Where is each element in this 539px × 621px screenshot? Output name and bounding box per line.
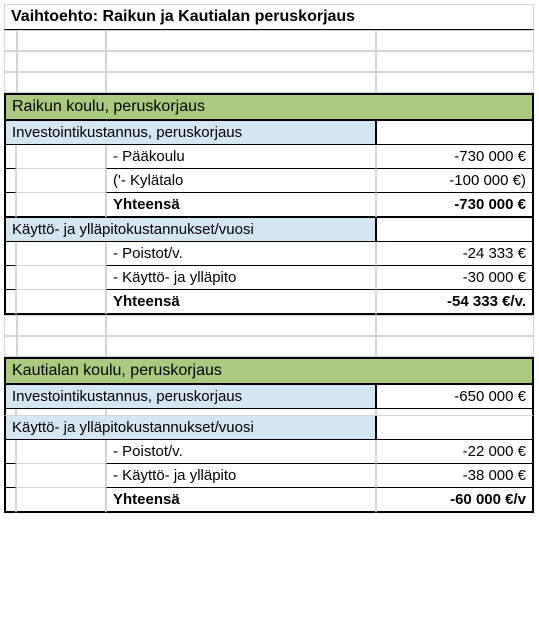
row-spacer [4,488,16,513]
row-label: - Käyttö- ja ylläpito [106,266,376,290]
row-value: -38 000 € [376,464,534,488]
row-spacer [4,169,16,193]
row-spacer [16,488,106,513]
block-heading-value: -650 000 € [376,385,534,409]
blank-cell [376,315,534,336]
row-spacer [4,440,16,464]
block-heading: Investointikustannus, peruskorjaus [4,121,376,145]
row-spacer [16,464,106,488]
row-label: ('- Kylätalo [106,169,376,193]
blank-cell [16,72,106,93]
total-value: -54 333 €/v. [376,290,534,315]
total-label: Yhteensä [106,290,376,315]
blank-cell [16,336,106,357]
blank-cell [106,72,376,93]
row-label: - Poistot/v. [106,440,376,464]
total-value: -60 000 €/v [376,488,534,513]
row-value: -100 000 €) [376,169,534,193]
block-heading: Käyttö- ja ylläpitokustannukset/vuosi [4,218,376,242]
total-label: Yhteensä [106,193,376,218]
blank-cell [106,30,376,51]
row-label: - Pääkoulu [106,145,376,169]
row-spacer [16,193,106,218]
row-value: -30 000 € [376,266,534,290]
row-spacer [16,266,106,290]
row-spacer [4,464,16,488]
row-spacer [16,242,106,266]
row-spacer [16,145,106,169]
blank-cell [16,30,106,51]
row-spacer [4,290,16,315]
row-value: -22 000 € [376,440,534,464]
block-heading: Investointikustannus, peruskorjaus [4,385,376,409]
row-spacer [4,409,16,416]
blank-cell [376,51,534,72]
block-heading-value [376,121,534,145]
blank-cell [106,315,376,336]
row-spacer [16,440,106,464]
row-spacer [16,290,106,315]
block-heading-value [376,218,534,242]
row-label: - Käyttö- ja ylläpito [106,464,376,488]
block-heading: Käyttö- ja ylläpitokustannukset/vuosi [4,416,376,440]
row-label: - Poistot/v. [106,242,376,266]
row-value: -24 333 € [376,242,534,266]
row-spacer [16,409,106,416]
row-spacer [106,409,376,416]
row-spacer [4,145,16,169]
blank-cell [376,336,534,357]
row-spacer [4,266,16,290]
row-spacer [4,242,16,266]
blank-cell [16,51,106,72]
blank-cell [106,336,376,357]
row-spacer [16,169,106,193]
section-title: Kautialan koulu, peruskorjaus [4,357,534,385]
blank-cell [376,30,534,51]
spreadsheet: Vaihtoehto: Raikun ja Kautialan peruskor… [4,4,534,513]
blank-cell [376,72,534,93]
row-value: -730 000 € [376,145,534,169]
blank-cell [16,315,106,336]
section-title: Raikun koulu, peruskorjaus [4,93,534,121]
total-value: -730 000 € [376,193,534,218]
total-label: Yhteensä [106,488,376,513]
block-heading-value [376,416,534,440]
blank-cell [106,51,376,72]
row-spacer [376,409,534,416]
page-title: Vaihtoehto: Raikun ja Kautialan peruskor… [4,4,534,30]
row-spacer [4,193,16,218]
